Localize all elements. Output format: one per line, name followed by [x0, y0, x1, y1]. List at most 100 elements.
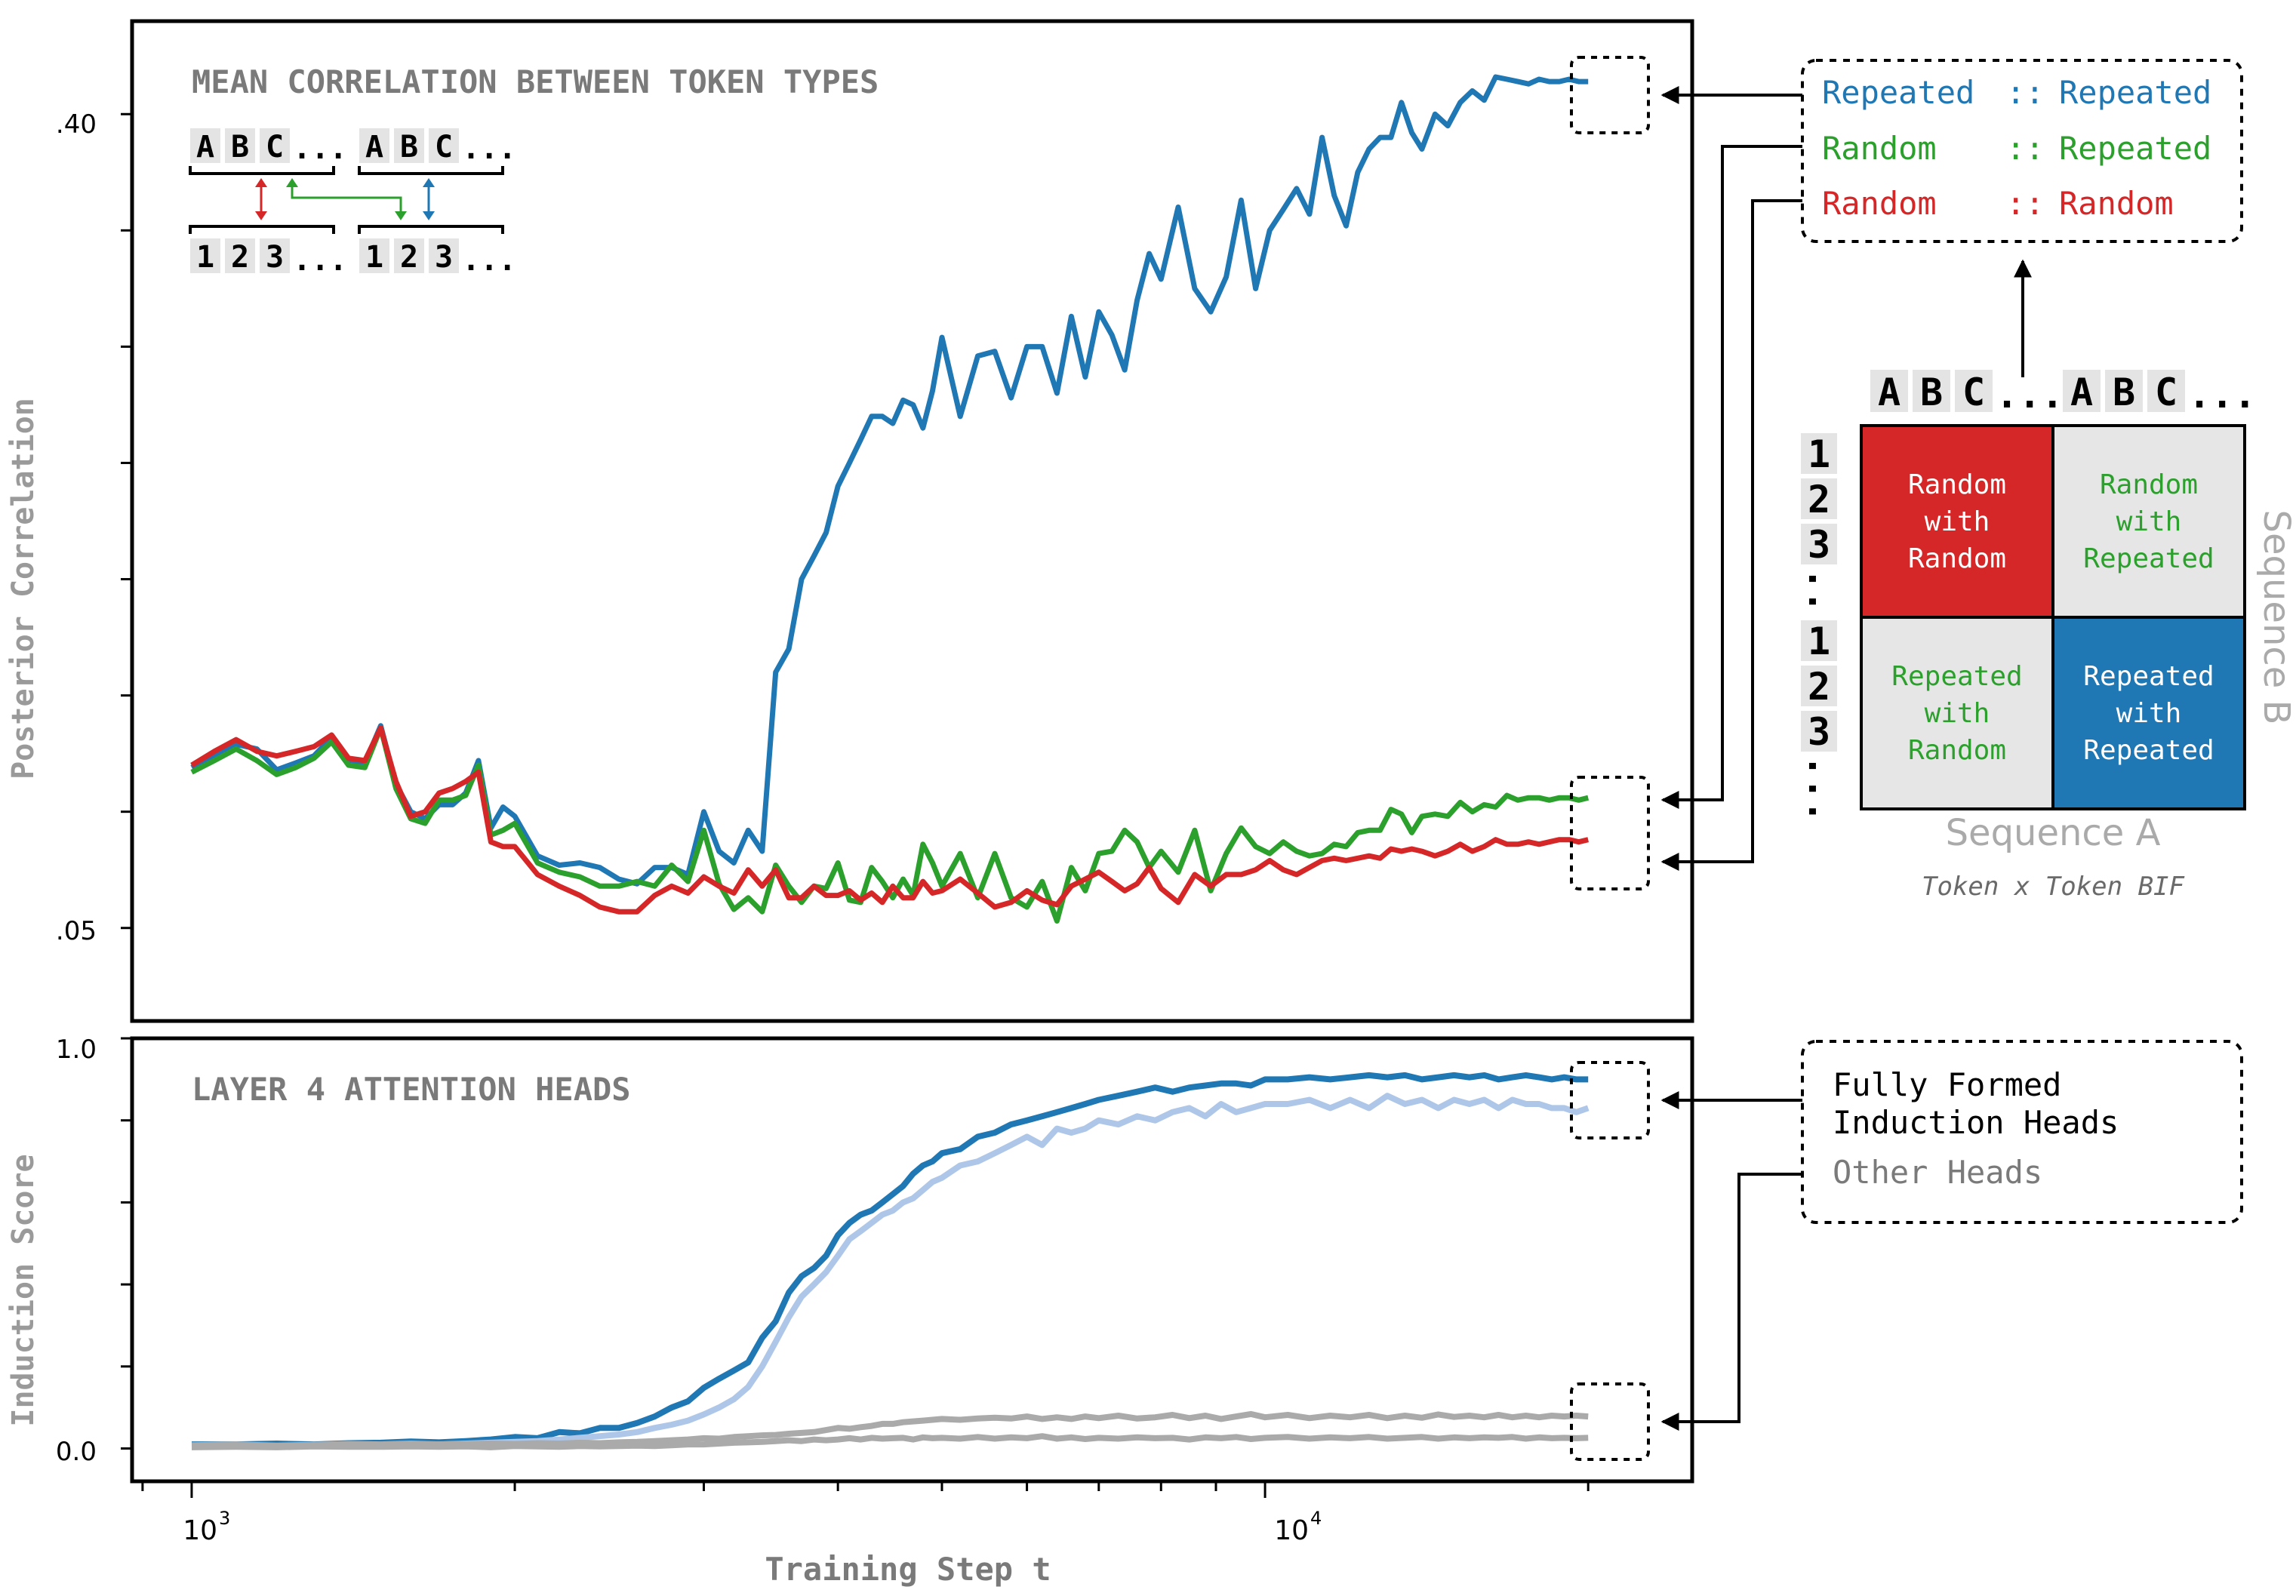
- schematic-ellipsis-3: ...: [293, 243, 347, 278]
- matrix-cell-pr: [1860, 616, 2054, 810]
- matrix-cell-pp-line1: Repeated: [2083, 661, 2214, 692]
- matrix-cell-pr-line3: Random: [1908, 735, 2006, 766]
- legend-row1-sep: ::: [2006, 74, 2045, 111]
- bottom-panel-title: LAYER 4 ATTENTION HEADS: [192, 1071, 631, 1108]
- bottom-panel: 1.0 0.0 Induction Score LAYER 4 ATTENTIO…: [6, 1035, 1694, 1484]
- x-axis: 10 3 10 4 Training Step t: [141, 1481, 1590, 1588]
- top-connectors: [1660, 86, 2032, 871]
- matrix-caption: Token x Token BIF: [1922, 872, 2185, 902]
- x-tick-label-1e3: 10: [183, 1515, 217, 1546]
- matrix-cell-rr-line3: Random: [1908, 543, 2006, 574]
- series-line-induction-head-partial-: [191, 1093, 1590, 1450]
- top-ylabel: Posterior Correlation: [6, 398, 41, 780]
- top-y-ticks: [121, 112, 132, 930]
- matrix-col-token-a1: A: [1878, 371, 1901, 414]
- top-panel: .40 .05 Posterior Correlation MEAN CORRE…: [6, 19, 1694, 1023]
- top-panel-frame: [130, 19, 1694, 1023]
- x-tick-label-1e4: 10: [1274, 1515, 1309, 1546]
- matrix-col-ellipsis-1: ...: [1996, 373, 2064, 417]
- x-minor-ticks: [141, 1481, 1590, 1498]
- legend-bottom: Fully Formed Induction Heads Other Heads: [1801, 1040, 2243, 1224]
- legend-row2-left: Random: [1822, 130, 1937, 167]
- matrix-row-token-3b: 3: [1808, 710, 1830, 754]
- matrix-row-ellipsis-2: ...: [1800, 755, 1844, 823]
- matrix-col-token-a2: A: [2070, 371, 2093, 414]
- legend-top-frame: [1801, 59, 2243, 243]
- schematic-ellipsis-2: ...: [462, 131, 516, 166]
- matrix-ylabel: Sequence B: [2255, 510, 2296, 725]
- bottom-connectors: [1660, 1091, 1802, 1431]
- legend-row1-left: Repeated: [1822, 74, 1974, 111]
- schematic-ellipsis-4: ...: [462, 243, 516, 278]
- schematic-token-2a: 2: [231, 240, 249, 275]
- matrix-cell-rr: [1860, 424, 2054, 619]
- bottom-ytick-label-low: 0.0: [56, 1437, 97, 1467]
- matrix-cell-rp-line1: Random: [2100, 469, 2198, 500]
- token-schematic: A B C ... A B C ... 1 2 3 ... 1: [189, 128, 516, 278]
- bottom-y-ticks: [121, 1037, 132, 1450]
- x-tick-exp-1e4: 4: [1310, 1508, 1322, 1529]
- legend-row3-right: Random: [2059, 185, 2174, 222]
- bottom-end-box-induction: [1570, 1061, 1650, 1139]
- legend-row1-right: Repeated: [2059, 74, 2211, 111]
- top-ytick-label-high: .40: [56, 109, 97, 140]
- series-line-other-heads-low-: [191, 1433, 1589, 1450]
- matrix-row-token-3a: 3: [1808, 523, 1830, 567]
- x-axis-label: Training Step t: [765, 1551, 1051, 1588]
- bottom-end-box-other: [1570, 1382, 1650, 1461]
- legend-row3-left: Random: [1822, 185, 1937, 222]
- series-line-fully-formed-induction-heads: [192, 1072, 1589, 1448]
- x-tick-exp-1e3: 3: [219, 1508, 230, 1529]
- matrix-cell-pr-line1: Repeated: [1891, 661, 2022, 692]
- matrix-col-token-b1: B: [1920, 371, 1943, 414]
- matrix-col-token-b2: B: [2113, 371, 2135, 414]
- matrix-cell-pp-line2: with: [2116, 698, 2182, 729]
- matrix-row-token-1b: 1: [1808, 620, 1830, 663]
- top-end-box-lower: [1570, 776, 1650, 890]
- legend-bottom-frame: [1801, 1040, 2243, 1224]
- bottom-ylabel: Induction Score: [6, 1154, 41, 1426]
- matrix-cell-rr-line1: Random: [1908, 469, 2006, 500]
- matrix-col-token-c2: C: [2155, 371, 2178, 414]
- legend-induction-line2: Induction Heads: [1833, 1104, 2119, 1141]
- matrix-row-tokens: 1 2 3 ... 1 2 3 ...: [1800, 432, 1844, 823]
- schematic-token-2b: 2: [400, 240, 418, 275]
- bottom-series-lines: [191, 1072, 1590, 1450]
- matrix-cell-pp-line3: Repeated: [2083, 735, 2214, 766]
- top-end-box-repeated: [1570, 56, 1650, 134]
- schematic-red-arrow: [255, 178, 267, 220]
- matrix-cell-rp-line3: Repeated: [2083, 543, 2214, 574]
- schematic-token-a2: A: [365, 130, 383, 165]
- matrix-cell-rp-line2: with: [2116, 506, 2182, 537]
- schematic-green-arrow: [286, 178, 407, 220]
- series-line-other-heads: [191, 1410, 1589, 1449]
- matrix-row-token-1a: 1: [1808, 432, 1830, 476]
- bottom-panel-frame: [130, 1036, 1694, 1484]
- matrix-cell-pp: [2051, 616, 2246, 810]
- matrix-cell-rr-line2: with: [1925, 506, 1990, 537]
- matrix-xlabel: Sequence A: [1946, 812, 2161, 854]
- schematic-token-1b: 1: [365, 240, 383, 275]
- schematic-ellipsis-1: ...: [293, 131, 347, 166]
- schematic-token-1a: 1: [196, 240, 214, 275]
- x-tick-base-1e3: 10: [183, 1515, 217, 1546]
- matrix-row-token-2a: 2: [1808, 478, 1830, 521]
- legend-top: Repeated :: Repeated Random :: Repeated …: [1801, 59, 2243, 243]
- matrix-col-ellipsis-2: ...: [2188, 373, 2256, 417]
- matrix-col-tokens: A B C ... A B C ...: [1870, 370, 2256, 417]
- x-tick-base-1e4: 10: [1274, 1515, 1309, 1546]
- matrix-row-token-2b: 2: [1808, 665, 1830, 709]
- top-panel-title: MEAN CORRELATION BETWEEN TOKEN TYPES: [192, 63, 879, 100]
- schematic-token-3a: 3: [266, 240, 284, 275]
- schematic-token-c2: C: [435, 130, 453, 165]
- legend-other-heads: Other Heads: [1833, 1154, 2042, 1191]
- schematic-token-a1: A: [196, 130, 214, 165]
- legend-row2-sep: ::: [2006, 130, 2045, 167]
- top-series-lines: [190, 74, 1590, 924]
- bottom-ytick-label-high: 1.0: [56, 1035, 97, 1065]
- schematic-token-3b: 3: [435, 240, 453, 275]
- schematic-token-b1: B: [231, 130, 249, 165]
- token-matrix: A B C ... A B C ... 1 2 3 ... 1 2 3: [1800, 370, 2296, 902]
- schematic-blue-arrow: [423, 178, 435, 220]
